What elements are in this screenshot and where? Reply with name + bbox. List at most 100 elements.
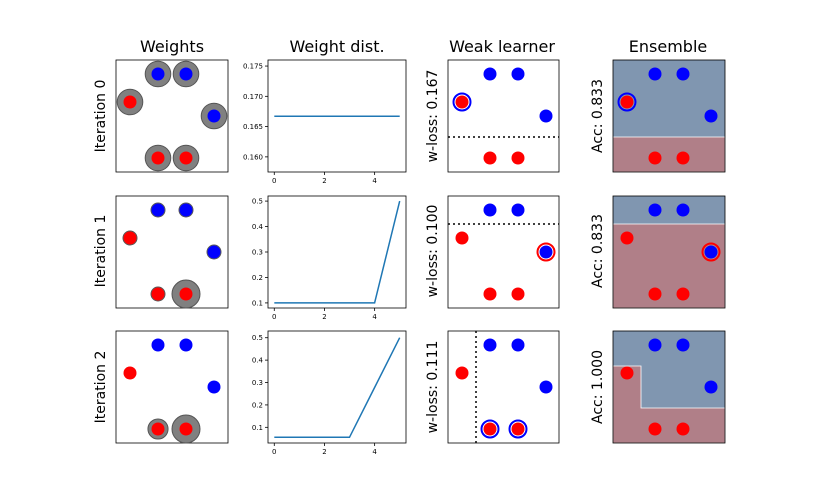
weights-panel-frame-1 — [115, 195, 229, 309]
dist-line-1 — [274, 200, 401, 304]
ensemble-point-2-1 — [648, 338, 662, 352]
weak-point-2-4 — [483, 422, 497, 436]
weights-0-point-1 — [151, 67, 165, 81]
ensemble-point-1-5 — [676, 287, 690, 301]
dist-ytick-label-2-3: 0.4 — [252, 357, 264, 365]
dist-ytick-label-1-0: 0.1 — [252, 299, 263, 307]
row-label-2: Iteration 2 — [93, 351, 109, 424]
col-title-weight-dist: Weight dist. — [289, 37, 384, 56]
dist-xtick-label-0-1: 2 — [322, 177, 326, 185]
dist-ytick-label-0-2: 0.170 — [243, 93, 263, 101]
ensemble-point-0-1 — [648, 67, 662, 81]
ensemble-point-2-2 — [676, 338, 690, 352]
weights-2-point-2 — [179, 338, 193, 352]
weak-loss-label-2: w-loss: 0.111 — [425, 341, 441, 434]
weak-miss-ring-0-0 — [452, 92, 472, 112]
dist-xtick-label-2-0: 0 — [272, 448, 276, 456]
dist-ytick-label-2-0: 0.1 — [252, 424, 263, 432]
dist-xtick-label-0-2: 4 — [372, 177, 377, 185]
ensemble-point-1-1 — [648, 203, 662, 217]
ensemble-acc-label-0: Acc: 0.833 — [590, 79, 606, 153]
weak-point-0-1 — [483, 67, 497, 81]
weak-point-1-2 — [511, 203, 525, 217]
weights-1-point-4 — [151, 287, 165, 301]
col-title-ensemble: Ensemble — [629, 37, 707, 56]
dist-xtick-label-0-0: 0 — [272, 177, 276, 185]
weak-loss-label-0: w-loss: 0.167 — [425, 70, 441, 163]
weak-point-2-5 — [511, 422, 525, 436]
ensemble-point-1-2 — [676, 203, 690, 217]
weak-point-0-5 — [511, 151, 525, 165]
row-label-0: Iteration 0 — [93, 80, 109, 153]
dist-ytick-label-1-1: 0.2 — [252, 274, 263, 282]
dist-panel-frame-1 — [267, 195, 407, 309]
ensemble-region-neg-0 — [612, 136, 726, 173]
dist-xtick-label-2-2: 4 — [372, 448, 377, 456]
ensemble-miss-ring-1-3 — [701, 242, 721, 262]
ensemble-point-2-3 — [704, 380, 718, 394]
weights-2-point-0 — [123, 366, 137, 380]
weights-0-point-0 — [123, 95, 137, 109]
weak-point-2-1 — [483, 338, 497, 352]
weights-0-point-2 — [179, 67, 193, 81]
dist-xtick-label-1-0: 0 — [272, 313, 276, 321]
weak-point-1-5 — [511, 287, 525, 301]
weights-0-point-5 — [179, 151, 193, 165]
dist-ytick-label-0-1: 0.165 — [243, 123, 263, 131]
ensemble-panel-frame-0 — [612, 59, 726, 173]
weak-miss-ring-1-3 — [536, 242, 556, 262]
weak-point-1-1 — [483, 203, 497, 217]
dist-ytick-label-1-2: 0.3 — [252, 249, 263, 257]
ensemble-point-1-0 — [620, 231, 634, 245]
ensemble-point-0-5 — [676, 151, 690, 165]
weak-point-1-4 — [483, 287, 497, 301]
weak-miss-ring-2-5 — [508, 419, 528, 439]
dist-xtick-label-1-1: 2 — [322, 313, 326, 321]
weights-1-point-1 — [151, 203, 165, 217]
panels: 0.160 0.165 0.170 0.175 0 2 4 0.1 0.2 0.3 0.4 0.5 0 2… — [115, 59, 726, 456]
col-title-weights: Weights — [140, 37, 204, 56]
dist-ytick-label-1-3: 0.4 — [252, 223, 264, 231]
ensemble-miss-ring-0-0 — [617, 92, 637, 112]
weak-point-0-0 — [455, 95, 469, 109]
ensemble-panel-frame-1 — [612, 195, 726, 309]
weights-1-point-5 — [179, 287, 193, 301]
weights-1-point-2 — [179, 203, 193, 217]
ensemble-acc-label-1: Acc: 0.833 — [590, 214, 606, 288]
dist-line-2 — [274, 337, 401, 439]
dist-xtick-label-2-1: 2 — [322, 448, 326, 456]
weak-point-1-0 — [455, 231, 469, 245]
row-label-1: Iteration 1 — [93, 215, 109, 288]
col-title-weak-learner: Weak learner — [449, 37, 555, 56]
ensemble-point-0-3 — [704, 109, 718, 123]
ensemble-point-1-3 — [704, 245, 718, 259]
ensemble-panel-2 — [612, 330, 726, 444]
weak-point-2-3 — [539, 380, 553, 394]
ensemble-point-0-0 — [620, 95, 634, 109]
dist-ytick-label-2-1: 0.2 — [252, 401, 263, 409]
weights-1-point-3 — [207, 245, 221, 259]
weak-point-0-4 — [483, 151, 497, 165]
weights-2-point-4 — [151, 422, 165, 436]
dist-ytick-label-0-0: 0.160 — [243, 153, 263, 161]
ensemble-point-2-5 — [676, 422, 690, 436]
weights-2-point-5 — [179, 422, 193, 436]
dist-xtick-label-1-2: 4 — [372, 313, 377, 321]
ensemble-point-0-2 — [676, 67, 690, 81]
weak-point-1-3 — [539, 245, 553, 259]
weights-0-point-4 — [151, 151, 165, 165]
weak-point-2-0 — [455, 366, 469, 380]
dist-ytick-label-2-2: 0.3 — [252, 379, 263, 387]
weak-point-2-2 — [511, 338, 525, 352]
weak-point-0-3 — [539, 109, 553, 123]
weights-2-point-3 — [207, 380, 221, 394]
dist-ytick-label-0-3: 0.175 — [243, 63, 263, 71]
weights-0-point-3 — [207, 109, 221, 123]
ensemble-panel-1 — [612, 195, 726, 309]
ensemble-point-2-4 — [648, 422, 662, 436]
dist-ytick-label-1-4: 0.5 — [252, 198, 263, 206]
weak-loss-label-1: w-loss: 0.100 — [425, 205, 441, 298]
weights-2-point-1 — [151, 338, 165, 352]
ensemble-acc-label-2: Acc: 1.000 — [590, 350, 606, 424]
